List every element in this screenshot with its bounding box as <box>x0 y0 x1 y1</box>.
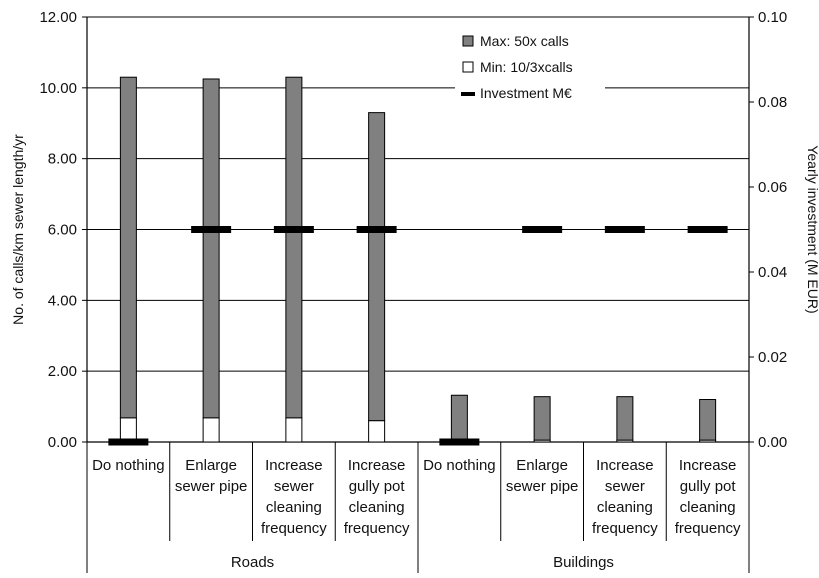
category-label: Increase <box>596 457 654 474</box>
category-label: Increase <box>679 457 737 474</box>
y-tick-label-left: 10.00 <box>39 80 77 97</box>
category-label: frequency <box>592 520 658 537</box>
investment-marker <box>108 438 149 446</box>
category-label: gully pot <box>680 478 737 495</box>
category-label: sewer pipe <box>506 478 579 495</box>
legend-box <box>455 27 605 117</box>
category-label: Enlarge <box>516 457 568 474</box>
y-axis-title-left: No. of calls/km sewer length/yr <box>10 134 26 325</box>
group-label: Buildings <box>553 554 614 571</box>
bar-max-calls <box>119 76 137 419</box>
bar-max-calls <box>285 76 303 419</box>
y-tick-label-right: 0.04 <box>758 264 787 281</box>
category-label: cleaning <box>266 499 322 516</box>
legend-swatch-max <box>462 35 474 47</box>
bar-max-calls <box>368 112 386 422</box>
category-label: sewer pipe <box>175 478 248 495</box>
investment-marker <box>439 438 480 446</box>
y-tick-label-right: 0.08 <box>758 94 787 111</box>
category-label: sewer <box>605 478 645 495</box>
bar-min-calls <box>119 417 137 443</box>
category-label: Enlarge <box>185 457 237 474</box>
legend-label-investment: Investment M€ <box>480 85 572 101</box>
y-tick-label-right: 0.06 <box>758 179 787 196</box>
y-tick-label-left: 4.00 <box>48 292 77 309</box>
category-label: Increase <box>265 457 323 474</box>
y-tick-label-right: 0.10 <box>758 9 787 26</box>
y-tick-label-left: 8.00 <box>48 151 77 168</box>
investment-marker <box>687 226 728 233</box>
bar-min-calls <box>368 420 386 443</box>
category-label: frequency <box>675 520 741 537</box>
y-tick-label-left: 6.00 <box>48 222 77 239</box>
category-label: frequency <box>344 520 410 537</box>
category-label: Do nothing <box>423 457 496 474</box>
category-label: sewer <box>274 478 314 495</box>
category-label: Increase <box>348 457 406 474</box>
investment-marker <box>273 226 314 233</box>
investment-marker <box>522 226 563 233</box>
y-tick-label-left: 2.00 <box>48 363 77 380</box>
bar-min-calls <box>616 439 634 443</box>
investment-marker <box>191 226 232 233</box>
legend-label-max: Max: 50x calls <box>480 33 569 49</box>
category-label: cleaning <box>680 499 736 516</box>
category-label: cleaning <box>597 499 653 516</box>
bar-min-calls <box>533 439 551 443</box>
category-label: frequency <box>261 520 327 537</box>
y-tick-label-right: 0.02 <box>758 349 787 366</box>
y-axis-title-right: Yearly investment (M EUR) <box>805 145 819 313</box>
bar-max-calls <box>616 396 634 441</box>
bar-max-calls <box>699 399 717 441</box>
investment-marker <box>604 226 645 233</box>
category-label: Do nothing <box>92 457 165 474</box>
bar-min-calls <box>285 417 303 443</box>
category-label: cleaning <box>349 499 405 516</box>
bar-max-calls <box>450 394 468 441</box>
bar-min-calls <box>202 417 220 443</box>
legend-label-min: Min: 10/3xcalls <box>480 59 573 75</box>
investment-marker <box>356 226 397 233</box>
y-tick-label-right: 0.00 <box>758 434 787 451</box>
bar-max-calls <box>202 78 220 419</box>
y-tick-label-left: 12.00 <box>39 9 77 26</box>
y-tick-label-left: 0.00 <box>48 434 77 451</box>
legend-swatch-investment <box>461 92 475 96</box>
category-label: gully pot <box>349 478 406 495</box>
legend-swatch-min <box>462 61 474 73</box>
bar-min-calls <box>699 439 717 443</box>
bar-max-calls <box>533 396 551 441</box>
group-label: Roads <box>231 554 274 571</box>
